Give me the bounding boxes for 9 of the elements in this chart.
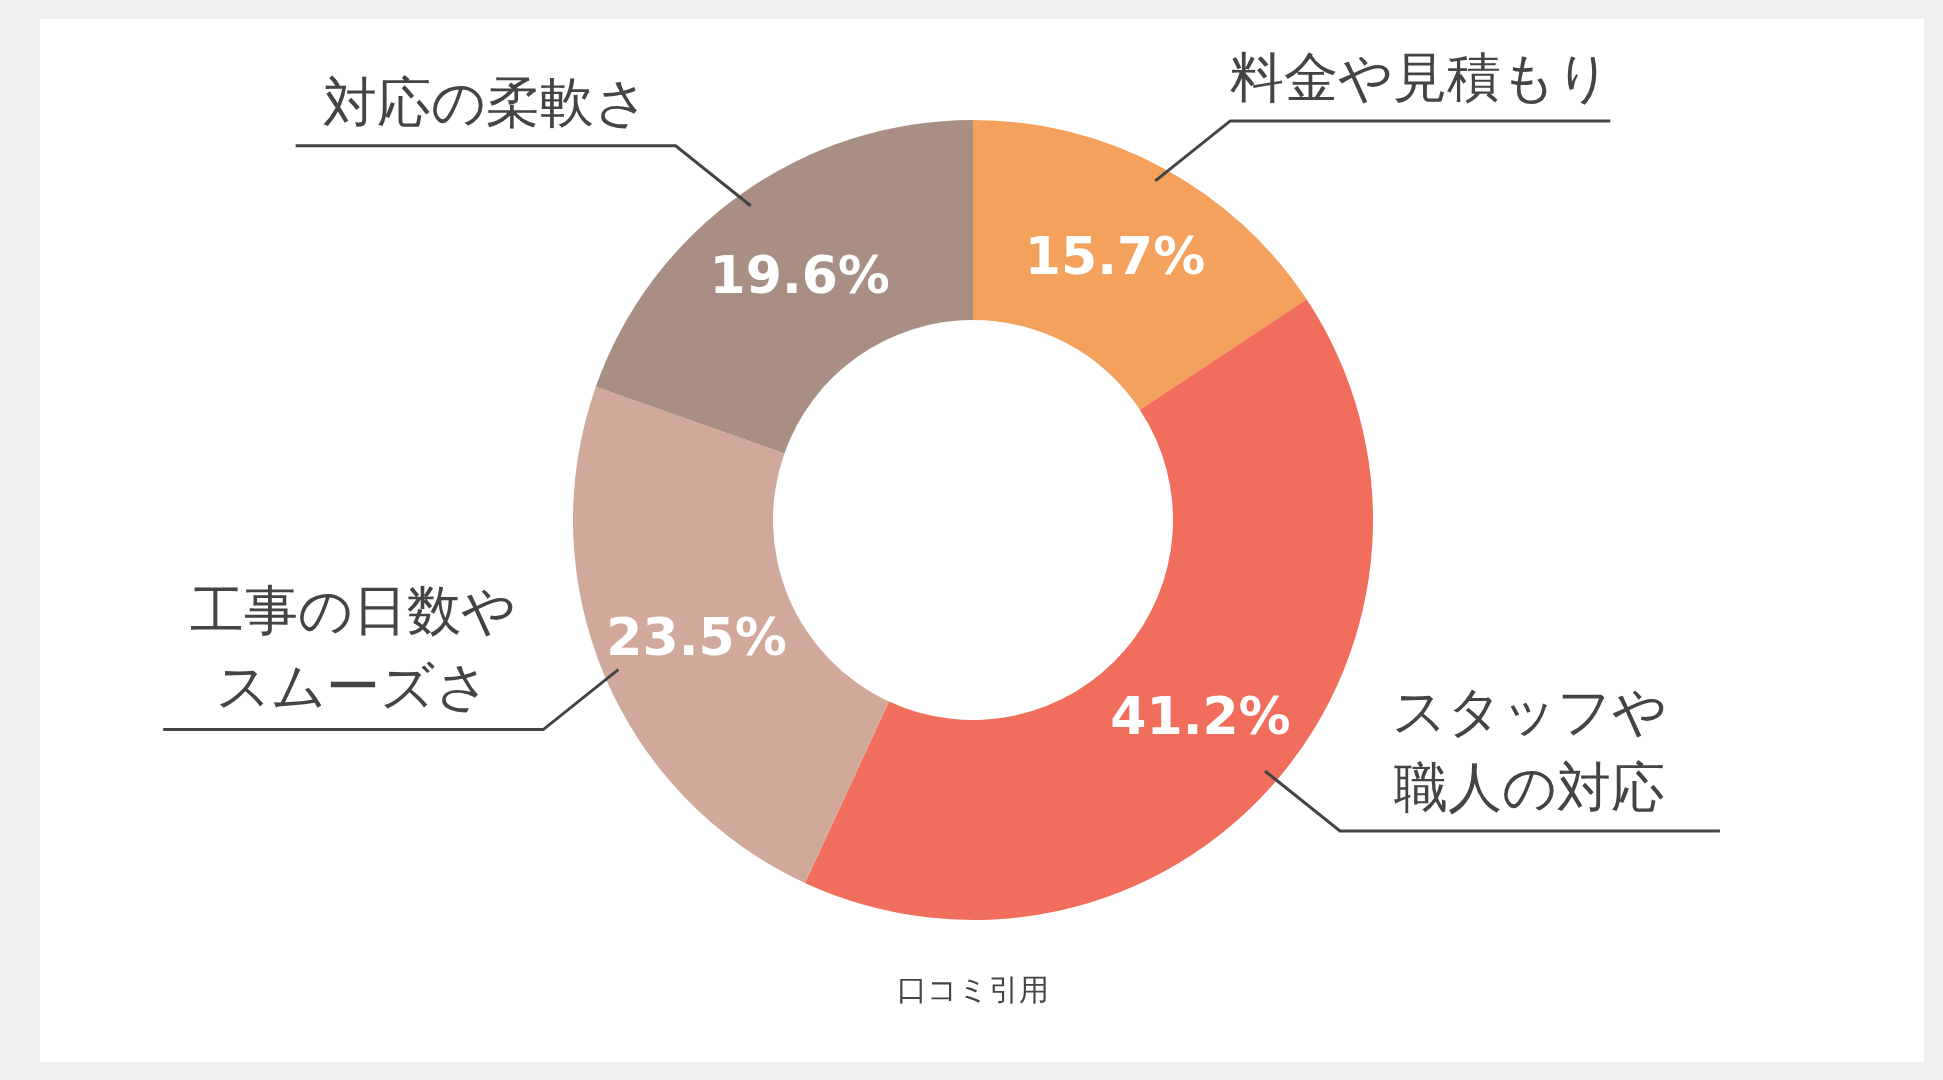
data-label: 41.2%	[1110, 685, 1291, 746]
slice-label: 対応の柔軟さ	[322, 70, 649, 134]
slice-label: スタッフや職人の対応	[1392, 679, 1668, 819]
slice-label: 工事の日数やスムーズさ	[190, 578, 517, 718]
data-label: 19.6%	[709, 245, 890, 306]
data-label: 15.7%	[1024, 225, 1206, 286]
data-label: 23.5%	[606, 606, 787, 667]
slice-label: 料金や見積もり	[1229, 45, 1611, 109]
text: 口コミ引用	[897, 972, 1049, 1007]
